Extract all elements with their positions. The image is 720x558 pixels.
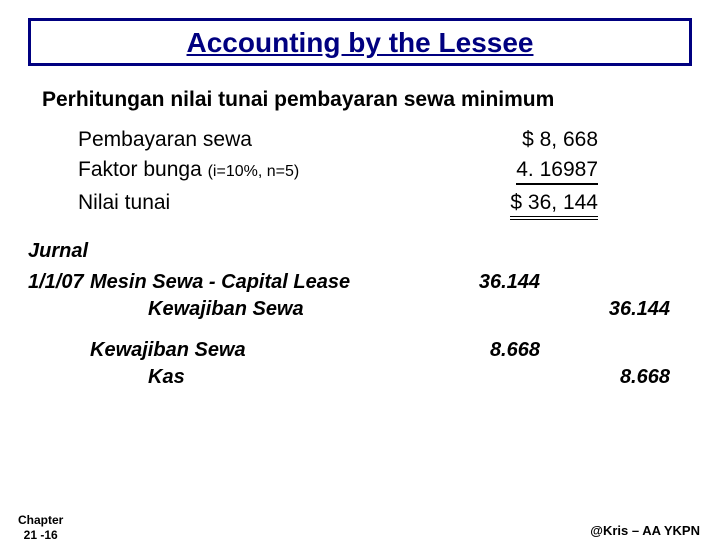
journal-account: Kewajiban Sewa: [90, 298, 430, 321]
journal-row: Kewajiban Sewa 8.668: [0, 339, 720, 362]
calc-label-sub: (i=10%, n=5): [208, 163, 300, 180]
calc-value: 4. 16987: [418, 158, 598, 185]
journal-debit: 36.144: [430, 271, 540, 294]
calc-label: Faktor bunga (i=10%, n=5): [78, 158, 418, 182]
journal-debit: 8.668: [430, 339, 540, 362]
calc-value: $ 36, 144: [418, 191, 598, 220]
journal-credit: 36.144: [540, 298, 670, 321]
title-banner-inner: Accounting by the Lessee: [31, 21, 689, 63]
journal-row: Kewajiban Sewa 36.144: [0, 298, 720, 321]
journal-entries: 1/1/07 Mesin Sewa - Capital Lease 36.144…: [0, 271, 720, 389]
calc-value-text: $ 8, 668: [522, 128, 598, 151]
calc-row: Pembayaran sewa $ 8, 668: [0, 128, 720, 152]
journal-gap: [0, 325, 720, 339]
calc-value: $ 8, 668: [418, 128, 598, 152]
journal-account: Mesin Sewa - Capital Lease: [90, 271, 430, 294]
footer-chapter-line1: Chapter: [18, 513, 63, 527]
journal-row: Kas 8.668: [0, 366, 720, 389]
calc-label-text: Pembayaran sewa: [78, 128, 252, 151]
calc-label: Nilai tunai: [78, 191, 418, 215]
footer-chapter: Chapter 21 -16: [18, 513, 63, 542]
calc-value-text: $ 36, 144: [510, 191, 598, 220]
journal-account: Kas: [90, 366, 430, 389]
journal-heading: Jurnal: [28, 240, 720, 263]
calculation-block: Pembayaran sewa $ 8, 668 Faktor bunga (i…: [0, 128, 720, 220]
subtitle: Perhitungan nilai tunai pembayaran sewa …: [42, 88, 720, 112]
calc-row: Faktor bunga (i=10%, n=5) 4. 16987: [0, 158, 720, 185]
footer-credit: @Kris – AA YKPN: [590, 523, 700, 538]
journal-row: 1/1/07 Mesin Sewa - Capital Lease 36.144: [0, 271, 720, 294]
journal-credit: 8.668: [540, 366, 670, 389]
title-banner: Accounting by the Lessee: [28, 18, 692, 66]
journal-account: Kewajiban Sewa: [90, 339, 430, 362]
calc-row: Nilai tunai $ 36, 144: [0, 191, 720, 220]
calc-value-text: 4. 16987: [516, 158, 598, 185]
page-title: Accounting by the Lessee: [187, 27, 534, 58]
calc-label-text: Faktor bunga: [78, 158, 208, 181]
journal-date: 1/1/07: [0, 271, 90, 294]
calc-label-text: Nilai tunai: [78, 191, 170, 214]
calc-label: Pembayaran sewa: [78, 128, 418, 152]
